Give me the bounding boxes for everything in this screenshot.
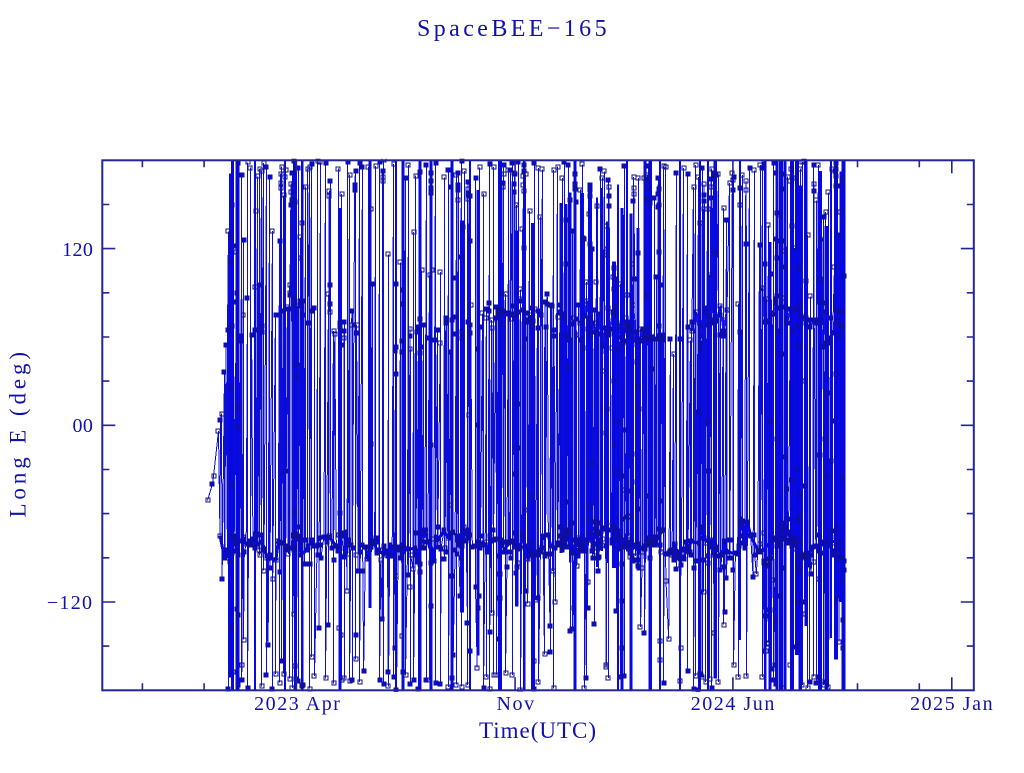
svg-text:SpaceBEE−165: SpaceBEE−165 [417,16,610,42]
svg-text:2025 Jan: 2025 Jan [910,693,994,715]
svg-text:Long E (deg): Long E (deg) [6,348,31,517]
svg-text:−120: −120 [47,592,93,614]
svg-text:Time(UTC): Time(UTC) [479,718,597,743]
svg-text:2023 Apr: 2023 Apr [254,693,341,715]
svg-text:2024 Jun: 2024 Jun [691,693,776,715]
svg-text:Nov: Nov [497,693,536,715]
svg-text:120: 120 [62,239,93,261]
svg-text:00: 00 [72,415,93,437]
